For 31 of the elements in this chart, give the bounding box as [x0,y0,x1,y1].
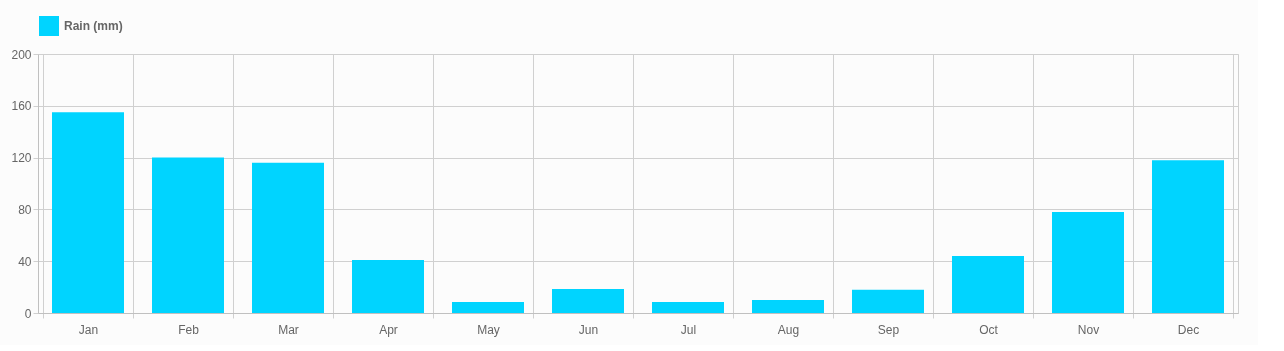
bar [152,157,224,313]
bar [752,300,824,313]
x-tick-label: May [477,322,500,337]
y-tick-label: 40 [18,254,32,269]
bar [952,256,1024,313]
x-tick-label: Feb [178,322,200,337]
bar [252,162,324,313]
bar [52,112,124,313]
bar [552,289,624,313]
x-tick-label: Dec [1177,322,1200,337]
x-tick-label: Aug [777,322,800,337]
x-tick-label: Nov [1077,322,1100,337]
legend-label: Rain (mm) [64,19,123,33]
x-tick-label: Jun [578,322,599,337]
x-tick-label: Jan [78,322,99,337]
bar [652,301,724,313]
y-tick-label: 80 [18,202,32,217]
bar [452,301,524,313]
bar [352,259,424,313]
y-tick-label: 0 [24,306,32,321]
bar [1052,211,1124,313]
y-tick-label: 160 [11,99,32,114]
y-tick-label: 200 [11,47,32,62]
bar [852,289,924,313]
x-tick-label: Mar [278,322,299,337]
bar [1152,160,1224,313]
y-tick-label: 120 [11,151,32,166]
x-tick-label: Oct [979,322,999,337]
x-tick-label: Sep [877,322,900,337]
x-tick-label: Apr [379,322,398,337]
x-tick-label: Jul [680,322,697,337]
